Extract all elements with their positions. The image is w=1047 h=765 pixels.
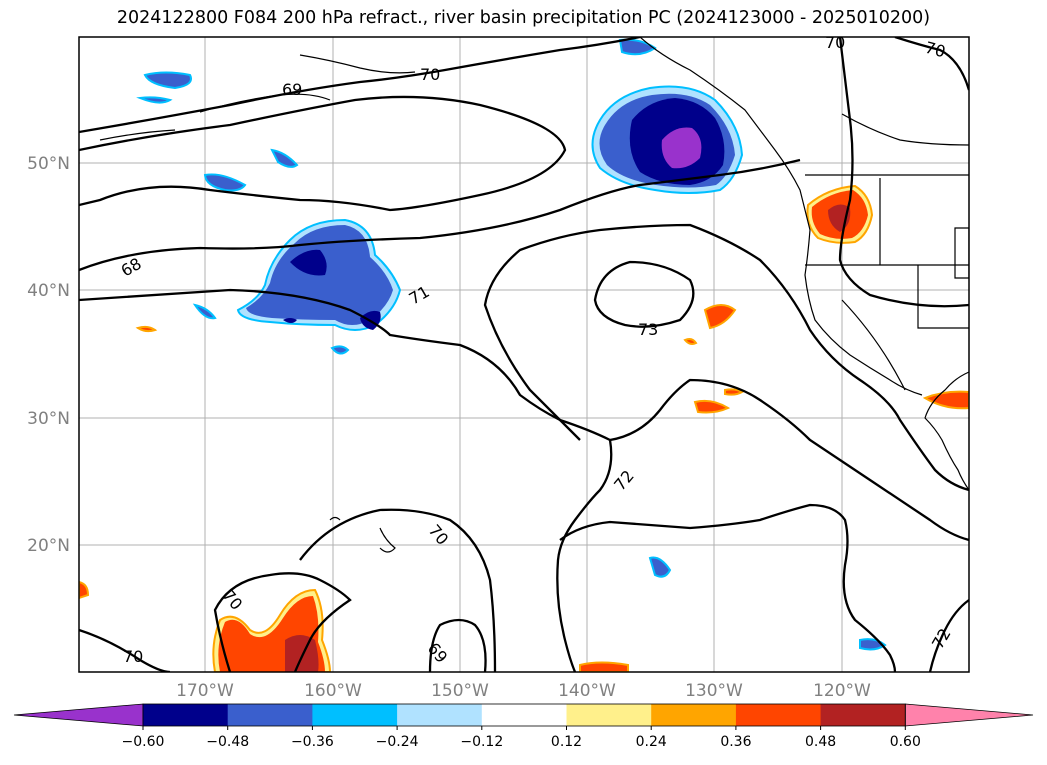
colorbar-tick-label: −0.12 <box>460 734 503 750</box>
contour-label: 70 <box>123 647 143 666</box>
coastlines <box>99 37 969 553</box>
colorbar-tick-label: 0.60 <box>890 734 921 750</box>
lat-label: 20°N <box>27 536 70 556</box>
refractivity-contours <box>79 37 969 672</box>
colorbar-ticks: −0.60 −0.48 −0.36 −0.24 −0.12 0.12 0.24 0.36 0.4… <box>122 726 921 750</box>
colorbar-tick-label: 0.24 <box>636 734 667 750</box>
colorbar-segment <box>312 704 398 726</box>
lon-label: 120°W <box>813 681 871 701</box>
colorbar-tick-label: −0.48 <box>206 734 249 750</box>
colorbar-tick-label: 0.48 <box>805 734 836 750</box>
lon-label: 150°W <box>431 681 489 701</box>
colorbar-segment <box>481 704 567 726</box>
colorbar-tick-label: −0.36 <box>291 734 334 750</box>
colorbar-segment <box>651 704 737 726</box>
lat-label: 30°N <box>27 409 70 429</box>
colorbar-segment <box>143 704 229 726</box>
lat-label: 50°N <box>27 154 70 174</box>
lon-label: 170°W <box>176 681 234 701</box>
positive-anomaly-regions <box>79 184 969 672</box>
contour-label: 73 <box>638 320 658 339</box>
colorbar-segment <box>820 704 906 726</box>
colorbar-extend-min <box>13 703 144 727</box>
colorbar-segment <box>397 704 483 726</box>
map-area: 70 70 69 70 68 71 73 72 70 70 70 69 72 <box>79 33 969 672</box>
map-frame <box>78 36 970 673</box>
lat-tick-labels: 50°N 40°N 30°N 20°N <box>27 154 70 556</box>
colorbar-extend-max <box>904 703 1034 727</box>
lon-label: 130°W <box>685 681 743 701</box>
contour-label: 69 <box>282 80 302 99</box>
lon-label: 160°W <box>304 681 362 701</box>
lon-tick-labels: 170°W 160°W 150°W 140°W 130°W 120°W <box>176 681 871 701</box>
colorbar-tick-label: −0.60 <box>122 734 165 750</box>
contour-label: 70 <box>923 38 948 62</box>
colorbar-tick-label: 0.12 <box>551 734 582 750</box>
colorbar-tick-label: −0.24 <box>376 734 419 750</box>
chart-title: 2024122800 F084 200 hPa refract., river … <box>116 8 931 28</box>
colorbar-segment <box>566 704 652 726</box>
contour-label: 70 <box>420 65 440 84</box>
lat-label: 40°N <box>27 281 70 301</box>
contour-label: 70 <box>825 33 845 52</box>
colorbar-tick-label: 0.36 <box>720 734 751 750</box>
colorbar-segment <box>735 704 822 726</box>
colorbar: −0.60 −0.48 −0.36 −0.24 −0.12 0.12 0.24 0.36 0.4… <box>13 703 1034 750</box>
colorbar-segment <box>227 704 313 726</box>
lon-label: 140°W <box>558 681 616 701</box>
colorbar-outline <box>142 703 906 727</box>
colorbar-segments <box>13 703 1034 727</box>
gridlines <box>79 37 969 672</box>
